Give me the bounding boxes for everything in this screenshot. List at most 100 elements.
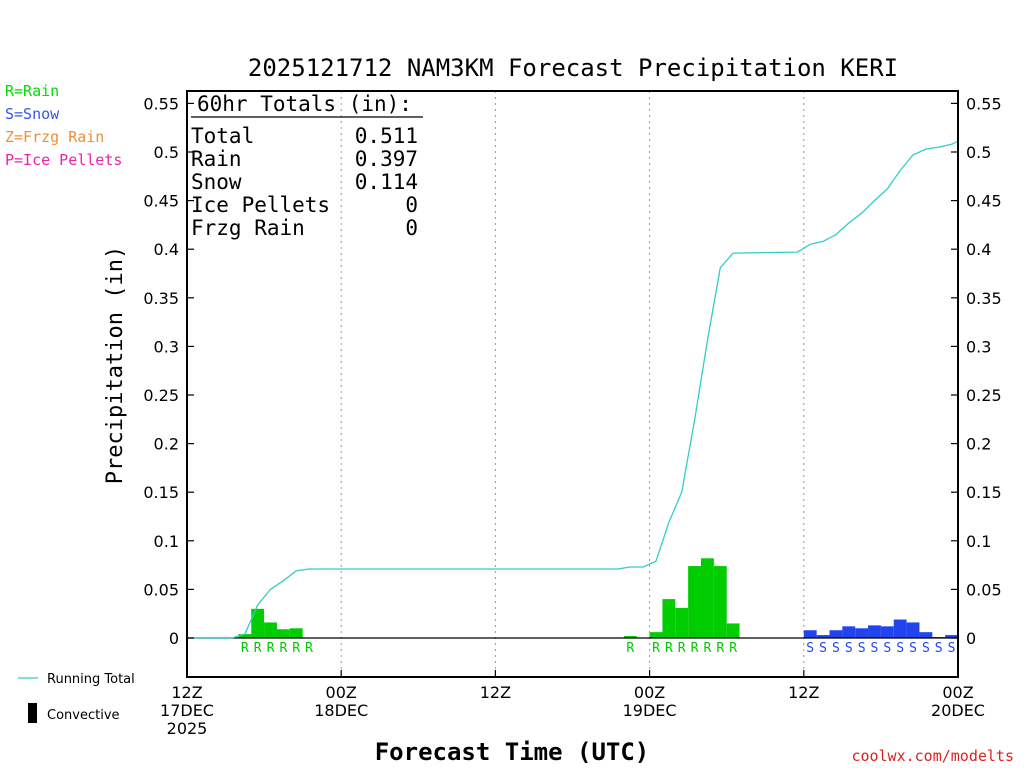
y-tick-label-left: 0 [169,629,179,648]
totals-row-value: 0 [405,193,418,217]
legend-type-item: S=Snow [5,105,60,123]
y-tick-label-left: 0.5 [154,143,179,162]
legend-type-item: R=Rain [5,82,59,100]
plot-area: 0 00.05 0.050.1 0.10.15 0.150.2 0.20.25 0.250.… [143,90,1002,738]
y-tick-label-left: 0.05 [143,580,179,599]
precip-bar [829,630,843,638]
precip-type-label: S [871,641,879,656]
precip-type-label: S [883,641,891,656]
precip-bar [238,634,252,638]
y-tick-label-right: 0.3 [966,337,991,356]
precip-bar [919,632,933,638]
precip-bar [649,632,663,638]
precip-type-label: R [691,641,699,656]
x-tick-label: 00Z [634,683,665,702]
precip-type-label: S [832,641,840,656]
precip-type-label: R [716,641,724,656]
y-tick-label-left: 0.15 [143,483,179,502]
totals-row-label: Snow [191,170,242,194]
x-tick-label: 00Z [326,683,357,702]
y-tick-label-right: 0.2 [966,435,991,454]
x-tick-label: 18DEC [314,701,368,720]
y-tick-label-left: 0.3 [154,337,179,356]
x-tick-label: 19DEC [623,701,677,720]
totals-row-label: Ice Pellets [191,193,330,217]
totals-row-label: Frzg Rain [191,216,305,240]
precip-bar [701,558,714,638]
precip-bar [726,623,740,638]
x-tick-label: 00Z [942,683,973,702]
y-axis-label: Precipitation (in) [103,246,128,484]
legend-running-total-label: Running Total [47,672,135,687]
x-tick-label: 12Z [788,683,819,702]
x-tick-label: 17DEC [160,701,214,720]
precip-type-label: R [665,641,673,656]
precip-bar [816,635,830,638]
precip-bar [688,566,701,638]
legend-convective-label: Convective [47,708,120,723]
precip-type-label: R [626,641,634,656]
precip-type-label: S [896,641,904,656]
precip-type-label: R [267,641,275,656]
legend-type-item: Z=Frzg Rain [5,128,104,146]
precip-bar [880,626,894,638]
y-tick-label-left: 0.2 [154,435,179,454]
precip-bar [623,636,637,638]
totals-row-value: 0.397 [355,147,418,171]
x-tick-label: 12Z [480,683,511,702]
y-tick-label-right: 0.45 [966,192,1002,211]
y-tick-label-right: 0.4 [966,240,991,259]
precip-bar [906,622,920,638]
precip-bar [868,625,881,638]
y-tick-label-left: 0.25 [143,386,179,405]
precip-type-label: R [678,641,686,656]
totals-header: 60hr Totals (in): [197,92,412,116]
totals-row-value: 0.511 [355,124,418,148]
totals-row-value: 0 [405,216,418,240]
y-tick-label-left: 0.55 [143,94,179,113]
y-tick-label-right: 0.35 [966,289,1002,308]
x-tick-label: 2025 [167,719,208,738]
y-tick-label-right: 0.15 [966,483,1002,502]
precip-bar [855,628,869,638]
precip-type-label: R [652,641,660,656]
precip-bar [264,622,277,638]
credit-text: coolwx.com/modelts [851,747,1014,765]
totals-row-label: Rain [191,147,242,171]
totals-row-label: Total [191,124,254,148]
precip-bar [276,629,290,638]
precip-type-label: R [279,641,287,656]
y-tick-label-left: 0.4 [154,240,179,259]
precip-type-label: S [858,641,866,656]
legend-convective-swatch [28,703,37,723]
running-total-line [193,140,959,639]
y-tick-label-left: 0.1 [154,532,179,551]
precip-bar [662,599,676,638]
precip-type-label: S [909,641,917,656]
y-tick-label-right: 0 [966,629,976,648]
chart-title: 2025121712 NAM3KM Forecast Precipitation… [248,54,898,82]
precip-type-label: R [254,641,262,656]
precip-type-label: S [819,641,827,656]
y-tick-label-right: 0.05 [966,580,1002,599]
y-tick-label-right: 0.5 [966,143,991,162]
x-tick-label: 20DEC [931,701,985,720]
y-tick-label-right: 0.55 [966,94,1002,113]
precip-bar [675,607,689,638]
precip-bar [289,628,303,638]
y-tick-label-right: 0.25 [966,386,1002,405]
precip-type-label: R [305,641,313,656]
precip-bar [893,619,907,638]
precip-type-label: S [935,641,943,656]
precip-type-label: R [292,641,300,656]
totals-row-value: 0.114 [355,170,418,194]
precip-bar [842,626,856,638]
x-axis-label: Forecast Time (UTC) [375,738,650,766]
precip-bar [803,630,817,638]
x-tick-label: 12Z [171,683,202,702]
legend-type-item: P=Ice Pellets [5,151,122,169]
precip-type-label: S [845,641,853,656]
precip-type-label: R [704,641,712,656]
